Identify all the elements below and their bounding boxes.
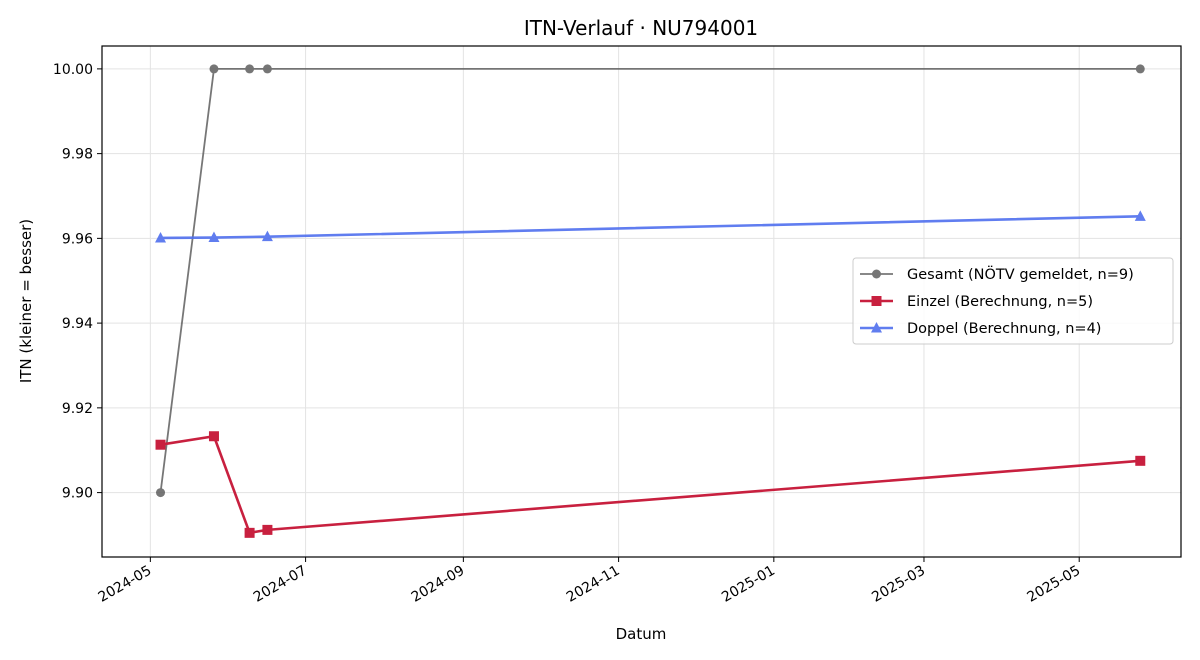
legend-entry — [860, 322, 893, 333]
data-point — [155, 439, 166, 450]
legend-marker — [872, 269, 881, 279]
legend-label: Einzel (Berechnung, n=5) — [907, 294, 1093, 310]
data-point — [156, 488, 166, 498]
x-tick-label: 2024-05 — [96, 563, 155, 606]
series-3 — [155, 210, 1146, 243]
y-tick-label: 9.92 — [62, 401, 93, 417]
data-point — [261, 230, 273, 242]
legend-label: Gesamt (NÖTV gemeldet, n=9) — [907, 265, 1134, 283]
y-axis-title: ITN (kleiner = besser) — [17, 219, 35, 383]
y-tick-label: 10.00 — [53, 62, 93, 78]
data-point — [262, 64, 272, 74]
y-tick-label: 9.90 — [62, 486, 93, 502]
data-point — [1134, 210, 1146, 221]
chart-title: ITN-Verlauf · NU794001 — [524, 16, 758, 40]
series-1 — [156, 64, 1145, 498]
data-point — [208, 231, 220, 243]
data-point — [244, 527, 255, 538]
x-tick-label: 2025-01 — [719, 563, 778, 606]
data-point — [262, 524, 273, 535]
series-line — [160, 215, 1141, 240]
data-point — [1135, 64, 1145, 74]
y-tick-label: 9.96 — [62, 231, 93, 247]
legend: Gesamt (NÖTV gemeldet, n=9) Einzel (Berec… — [852, 257, 1174, 345]
y-tick-label: 9.98 — [62, 147, 93, 163]
series-group — [155, 64, 1146, 538]
x-tick-label: 2024-11 — [564, 563, 623, 606]
x-tick-label: 2025-03 — [869, 563, 928, 606]
data-point — [1135, 455, 1146, 466]
data-point — [245, 64, 255, 74]
legend-entry — [860, 296, 893, 306]
x-tick-label: 2024-07 — [251, 563, 310, 606]
legend-marker — [871, 296, 882, 306]
legend-marker — [871, 322, 882, 333]
legend-box — [852, 257, 1174, 345]
data-point — [208, 431, 219, 442]
plot-frame — [101, 45, 1182, 558]
y-tick-label: 9.94 — [62, 316, 93, 332]
legend-entry — [860, 269, 893, 279]
x-axis-title: Datum — [616, 625, 667, 643]
data-point — [155, 231, 167, 243]
legend-label: Doppel (Berechnung, n=4) — [907, 321, 1101, 337]
x-tick-label: 2024-09 — [409, 563, 468, 606]
series-line — [160, 434, 1141, 535]
series-2 — [155, 431, 1146, 538]
data-point — [209, 64, 219, 74]
x-tick-label: 2025-05 — [1025, 563, 1084, 606]
